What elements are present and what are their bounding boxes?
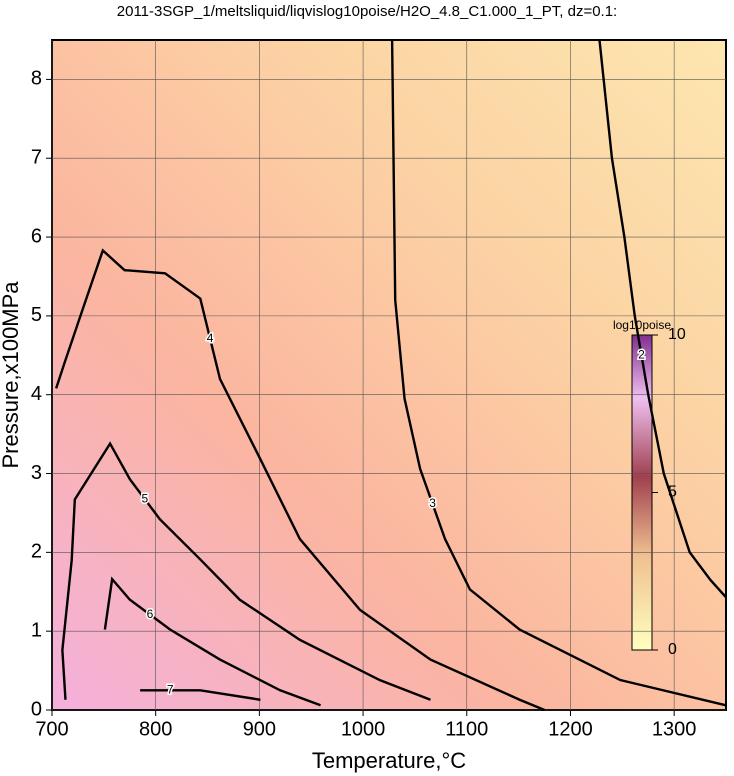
y-tick-label: 6	[31, 225, 42, 247]
colorbar	[631, 334, 653, 651]
colorbar-tick-label: 0	[668, 641, 677, 658]
contour-line	[55, 248, 545, 712]
x-tick-label: 1200	[548, 718, 593, 740]
contour-label: 3	[429, 496, 436, 510]
contour-line	[598, 39, 727, 599]
y-axis-label: Pressure,x100MPa	[0, 281, 23, 469]
colorbar-tick-label: 5	[668, 484, 677, 501]
y-tick-label: 3	[31, 462, 42, 484]
colorbar-tick-label: 10	[668, 326, 686, 343]
y-tick-label: 7	[31, 147, 42, 169]
contour-label: 6	[147, 607, 154, 621]
y-tick-label: 1	[31, 619, 42, 641]
plot-background	[52, 40, 726, 710]
contour-line	[61, 441, 431, 701]
chart-title: 2011-3SGP_1/meltsliquid/liqvislog10poise…	[117, 3, 617, 20]
y-tick-label: 8	[31, 68, 42, 90]
x-tick-label: 900	[243, 718, 276, 740]
contour-label: 5	[141, 491, 148, 505]
y-tick-label: 4	[31, 383, 42, 405]
y-tick-label: 2	[31, 541, 42, 563]
contour-line	[103, 576, 321, 707]
x-tick-label: 1300	[652, 718, 697, 740]
x-axis-label: Temperature,°C	[312, 748, 466, 773]
contour-label: 7	[167, 682, 174, 696]
x-tick-label: 700	[35, 718, 68, 740]
contour-label: 2	[638, 347, 645, 361]
x-tick-label: 1000	[341, 718, 386, 740]
contour-label: 4	[207, 331, 214, 345]
colorbar-label: log10poise	[613, 318, 671, 332]
y-tick-label: 5	[31, 304, 42, 326]
x-tick-label: 1100	[445, 718, 488, 740]
contour-line	[140, 689, 261, 701]
x-tick-label: 800	[139, 718, 172, 740]
contour-line	[390, 39, 727, 707]
y-tick-label: 0	[31, 698, 42, 720]
